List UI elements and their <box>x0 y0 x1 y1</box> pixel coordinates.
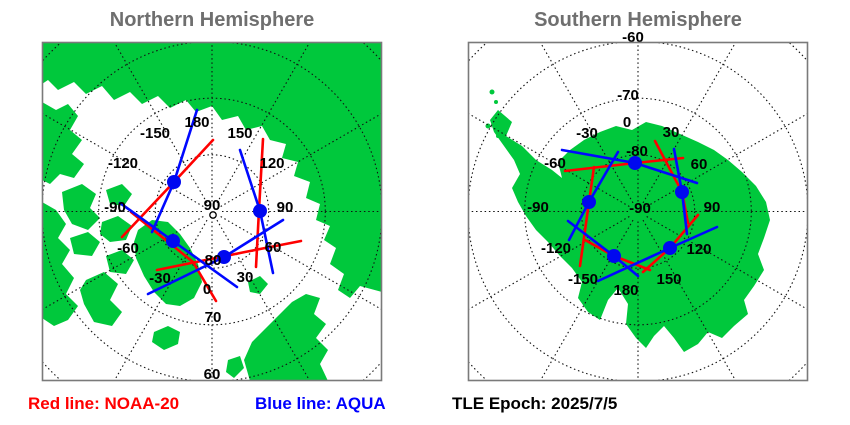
south-hemisphere-title: Southern Hemisphere <box>534 9 742 31</box>
longitude-label: 120 <box>686 241 711 258</box>
satellite-position-dot <box>675 185 689 199</box>
satellite-position-dot <box>166 234 180 248</box>
tle-epoch-label: TLE Epoch: 2025/7/5 <box>452 394 618 413</box>
longitude-label: 60 <box>265 239 282 256</box>
south-landmasses <box>485 89 770 352</box>
pole-marker <box>209 211 217 219</box>
longitude-label: 150 <box>227 125 252 142</box>
latitude-label: -70 <box>617 87 639 104</box>
longitude-label: -90 <box>104 199 126 216</box>
graticule-labels: 0 30 60 90 120 150 180 -150 -120 -90 -60 -30 -60 -70 -… <box>527 29 720 299</box>
noaa20-track <box>129 210 218 303</box>
longitude-label: -60 <box>117 240 139 257</box>
longitude-label: 120 <box>259 155 284 172</box>
satellite-position-dot <box>582 195 596 209</box>
longitude-label: 30 <box>663 124 680 141</box>
meridian-line <box>468 112 630 207</box>
satellite-position-dot <box>217 250 231 264</box>
longitude-label: -120 <box>108 155 138 172</box>
graticule-labels: 180 150 120 90 60 30 0 -30 -60 -90 -120-150 90 80 70 6… <box>104 114 293 383</box>
longitude-label: -150 <box>568 271 598 288</box>
latitude-label: 70 <box>205 309 222 326</box>
land-eurasia <box>42 42 382 298</box>
noaa20-track <box>155 239 303 272</box>
longitude-label: 0 <box>623 114 631 131</box>
satellite-position-dot <box>167 175 181 189</box>
land-islet <box>496 134 500 138</box>
meridian-line <box>216 42 311 204</box>
meridian-line <box>468 216 630 311</box>
meridian-line <box>539 42 634 204</box>
south-hemisphere-map: 0 30 60 90 120 150 180 -150 -120 -90 -60 -30 -60 -70 -… <box>467 29 809 382</box>
land-canadian-arctic <box>62 184 134 274</box>
land-canada <box>42 202 122 326</box>
longitude-label: 150 <box>656 271 681 288</box>
land-scandinavia <box>244 294 328 381</box>
meridian-line <box>113 219 208 381</box>
latitude-label: 90 <box>204 197 221 214</box>
latitude-label: 80 <box>205 252 222 269</box>
legend-red-line: Red line: NOAA-20 <box>28 394 180 413</box>
latitude-label: -60 <box>622 29 644 46</box>
land-britain <box>226 356 244 378</box>
latitude-circle <box>154 154 270 269</box>
longitude-label: -60 <box>544 155 566 172</box>
latitude-label: -80 <box>626 143 648 160</box>
land-islet <box>485 123 491 129</box>
land-antarctica <box>490 110 770 352</box>
land-greenland <box>134 220 202 306</box>
satellite-dots <box>166 175 267 264</box>
longitude-label: 0 <box>203 281 211 298</box>
latitude-circle <box>580 154 696 269</box>
latitude-label: -90 <box>629 200 651 217</box>
land-iceland <box>152 326 180 350</box>
satellite-position-dot <box>607 249 621 263</box>
plot-border <box>467 41 809 382</box>
satellite-dots <box>582 156 689 263</box>
legend-blue-line: Blue line: AQUA <box>255 394 386 413</box>
longitude-label: 90 <box>704 199 721 216</box>
satellite-position-dot <box>628 156 642 170</box>
north-hemisphere-map: 180 150 120 90 60 30 0 -30 -60 -90 -120-150 90 80 70 6… <box>41 41 383 383</box>
land-islet <box>489 89 495 95</box>
longitude-label: -30 <box>149 270 171 287</box>
land-islet <box>494 100 498 104</box>
longitude-label: -30 <box>576 125 598 142</box>
longitude-label: -120 <box>541 240 571 257</box>
latitude-label: 60 <box>204 366 221 383</box>
meridian-line <box>220 112 382 207</box>
satellite-position-dot <box>663 241 677 255</box>
land-svalbard <box>248 276 268 294</box>
plot-border <box>41 41 383 382</box>
meridian-line <box>642 42 737 204</box>
longitude-label: 60 <box>691 156 708 173</box>
longitude-label: -90 <box>527 199 549 216</box>
north-landmasses <box>42 42 382 381</box>
longitude-label: 180 <box>184 114 209 131</box>
north-hemisphere-title: Northern Hemisphere <box>109 9 315 31</box>
longitude-label: 180 <box>613 282 638 299</box>
satellite-position-dot <box>253 204 267 218</box>
longitude-label: 30 <box>237 269 254 286</box>
longitude-label: -150 <box>140 125 170 142</box>
longitude-label: 90 <box>277 199 294 216</box>
land-alaska <box>42 102 84 184</box>
